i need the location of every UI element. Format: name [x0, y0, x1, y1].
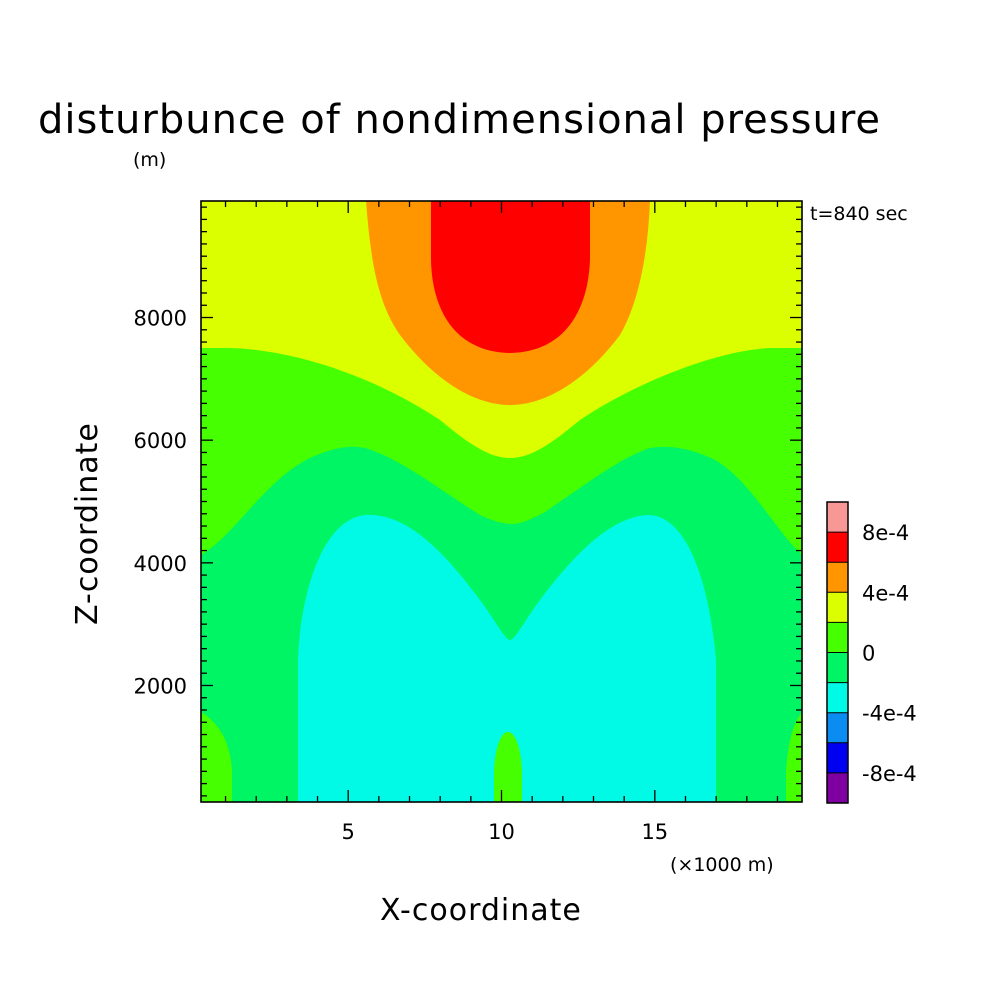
y-tick-label: 8000	[134, 307, 187, 331]
contour-fill	[201, 201, 802, 802]
colorbar-label: 4e-4	[862, 581, 909, 605]
colorbar-bin	[827, 502, 848, 533]
colorbar-bin	[827, 562, 848, 593]
time-label: t=840 sec	[810, 203, 908, 225]
y-unit-label: (m)	[133, 149, 166, 171]
y-tick-label: 6000	[134, 429, 187, 453]
axis-tick-labels: 5 10 15 2000 4000 6000 8000	[134, 307, 669, 844]
region-cyan	[298, 514, 716, 802]
colorbar-bin	[827, 712, 848, 743]
colorbar-bin	[827, 652, 848, 683]
region-green-center-bottom	[494, 732, 522, 802]
y-tick-label: 4000	[134, 552, 187, 576]
colorbar-label: -4e-4	[862, 702, 917, 726]
x-unit-label: (×1000 m)	[670, 854, 774, 876]
colorbar-bin	[827, 682, 848, 713]
chart-title: disturbunce of nondimensional pressure	[38, 97, 881, 143]
colorbar: -8e-4 -4e-4 0 4e-4 8e-4	[826, 501, 917, 804]
colorbar-bin	[827, 742, 848, 773]
x-tick-label: 15	[641, 820, 668, 844]
y-tick-label: 2000	[134, 674, 187, 698]
colorbar-label: 8e-4	[862, 521, 909, 545]
colorbar-bin	[827, 772, 848, 803]
x-axis-label: X-coordinate	[380, 893, 582, 928]
colorbar-bin	[827, 622, 848, 653]
y-axis-label: Z-coordinate	[70, 422, 105, 625]
x-tick-label: 5	[341, 820, 354, 844]
x-tick-label: 10	[488, 820, 515, 844]
region-green-leftcorner	[201, 712, 232, 802]
colorbar-label: -8e-4	[862, 762, 917, 786]
region-red	[431, 201, 590, 353]
colorbar-bin	[827, 592, 848, 623]
colorbar-bin	[827, 532, 848, 563]
axis-ticks	[201, 201, 802, 802]
colorbar-label: 0	[862, 642, 875, 666]
